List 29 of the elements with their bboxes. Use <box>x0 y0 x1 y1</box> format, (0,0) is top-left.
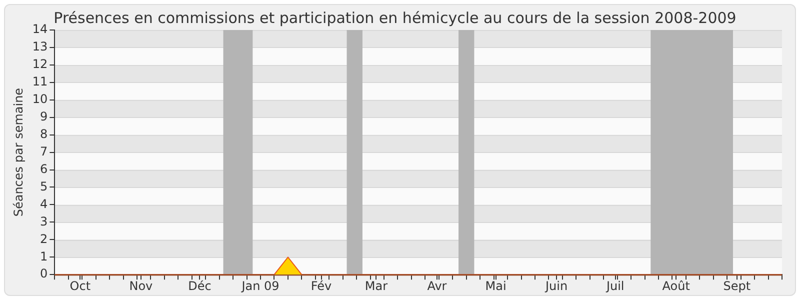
x-tick-label: Août <box>662 278 690 293</box>
y-tick-label: 11 <box>32 74 48 89</box>
x-tick-label: Fév <box>310 278 332 293</box>
y-tick-label: 14 <box>32 22 48 36</box>
y-tick-label: 8 <box>40 126 48 141</box>
y-tick-label: 10 <box>32 92 48 106</box>
y-tick-label: 12 <box>32 57 48 72</box>
y-tick-label: 3 <box>40 214 48 228</box>
y-tick-label: 6 <box>40 162 48 176</box>
x-tick-label: Jan 09 <box>240 278 280 293</box>
x-tick-label: Oct <box>70 278 91 293</box>
y-tick-label: 2 <box>40 232 48 246</box>
y-tick-label: 0 <box>40 266 48 281</box>
x-tick-label: Nov <box>129 278 153 293</box>
y-tick-label: 4 <box>40 196 48 211</box>
x-tick-label: Déc <box>188 278 212 293</box>
x-tick-label: Avr <box>427 278 447 293</box>
y-tick-label: 13 <box>32 40 48 54</box>
y-tick-label: 9 <box>40 109 48 124</box>
x-tick-label: Sept <box>723 278 751 293</box>
x-tick-label: Juin <box>544 278 568 293</box>
y-tick-label: 7 <box>40 144 48 158</box>
y-axis-title: Séances par semaine <box>11 88 26 217</box>
x-tick-label: Mar <box>364 278 388 293</box>
x-tick-label: Juil <box>605 278 624 293</box>
x-tick-label: Mai <box>485 278 506 293</box>
chart-title: Présences en commissions et participation en hémicycle au cours de la session 2008-2009 <box>54 8 736 27</box>
y-tick-label: 5 <box>40 179 48 194</box>
y-tick-label: 1 <box>40 249 48 264</box>
